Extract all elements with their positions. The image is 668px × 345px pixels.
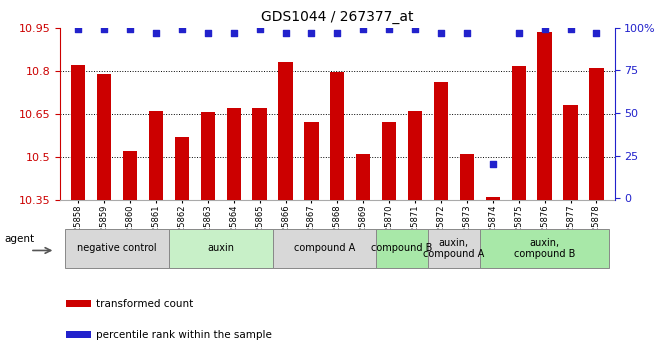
Bar [97, 73, 112, 200]
Point [280, 30, 291, 36]
Bar [65, 300, 91, 307]
Point [358, 27, 369, 32]
Text: compound A: compound A [294, 244, 355, 253]
Bar [408, 111, 422, 200]
Point [255, 27, 265, 32]
Point [228, 30, 239, 36]
Point [539, 27, 550, 32]
Text: transformed count: transformed count [96, 299, 194, 309]
Bar [253, 108, 267, 200]
Text: auxin,
compound A: auxin, compound A [424, 238, 484, 259]
Bar [382, 122, 396, 200]
Point [513, 30, 524, 36]
Bar [512, 67, 526, 200]
Point [125, 27, 136, 32]
Bar [273, 228, 376, 268]
Point [306, 30, 317, 36]
Point [409, 27, 420, 32]
Point [73, 27, 84, 32]
Point [151, 30, 162, 36]
Text: auxin: auxin [207, 244, 234, 253]
Point [591, 30, 602, 36]
Text: GDS1044 / 267377_at: GDS1044 / 267377_at [261, 10, 413, 24]
Bar [279, 62, 293, 200]
Bar [589, 68, 604, 200]
Bar [376, 228, 428, 268]
Point [436, 30, 446, 36]
Point [99, 27, 110, 32]
Bar [149, 111, 163, 200]
Bar [434, 82, 448, 200]
Point [332, 30, 343, 36]
Bar [460, 154, 474, 200]
Bar [305, 122, 319, 200]
Bar [65, 228, 169, 268]
Point [565, 27, 576, 32]
Bar [563, 105, 578, 200]
Point [202, 30, 213, 36]
Point [462, 30, 472, 36]
Bar [175, 137, 189, 200]
Bar [200, 112, 215, 200]
Bar [123, 151, 137, 200]
Text: negative control: negative control [77, 244, 157, 253]
Text: auxin,
compound B: auxin, compound B [514, 238, 575, 259]
Bar [356, 154, 370, 200]
Point [176, 27, 187, 32]
Bar [65, 332, 91, 338]
Bar [226, 108, 241, 200]
Text: percentile rank within the sample: percentile rank within the sample [96, 330, 272, 340]
Text: compound B: compound B [371, 244, 433, 253]
Bar [486, 197, 500, 200]
Bar [330, 72, 345, 200]
Point [488, 161, 498, 167]
Point [384, 27, 395, 32]
Bar [169, 228, 273, 268]
Bar [480, 228, 609, 268]
Bar [71, 65, 86, 200]
Bar [428, 228, 480, 268]
Text: agent: agent [5, 234, 35, 244]
Bar [538, 32, 552, 200]
